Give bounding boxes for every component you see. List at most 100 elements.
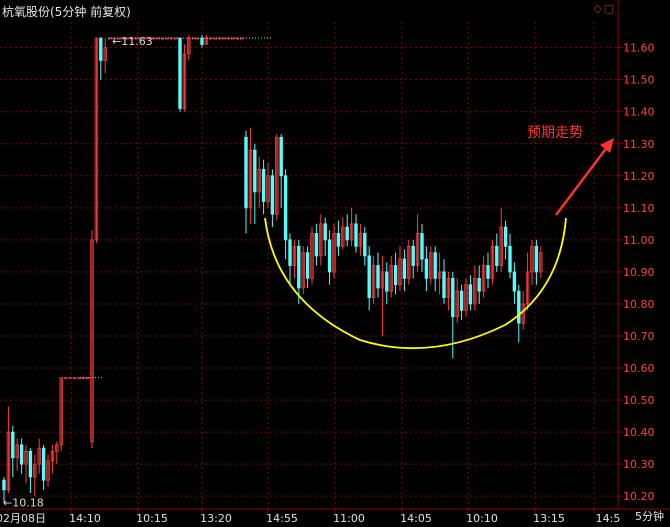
candle-body — [367, 255, 371, 298]
chart-grid — [0, 0, 670, 510]
high-price-marker: ←11.63 — [112, 35, 153, 48]
candle-body — [446, 277, 451, 298]
candle-body — [283, 175, 288, 241]
candle-body — [200, 37, 204, 45]
candle-body — [389, 265, 393, 292]
candle-body — [429, 252, 433, 279]
x-tick-label: 14:10 — [69, 512, 101, 525]
y-tick-label: 10.90 — [623, 266, 655, 279]
candle-body — [46, 460, 50, 481]
candle-body — [305, 252, 310, 279]
candle-body — [539, 252, 543, 273]
candle-body — [24, 450, 28, 465]
candle-body — [266, 175, 270, 202]
candle-body — [530, 245, 534, 273]
x-tick-label: 13:20 — [200, 512, 232, 525]
candle-body — [156, 37, 160, 40]
diamond-icon[interactable]: ◇ — [593, 2, 602, 15]
candle-body — [15, 444, 19, 459]
candle-body — [257, 168, 261, 193]
chart-overlays: ←11.63 ←10.18 预期走势 — [3, 35, 614, 510]
candle-body — [37, 447, 41, 465]
candle-body — [495, 245, 499, 266]
y-tick-label: 10.30 — [623, 458, 655, 471]
candle-body — [332, 233, 336, 273]
y-tick-label: 10.70 — [623, 330, 655, 343]
candle-body — [407, 245, 411, 279]
candle-body — [319, 223, 323, 257]
candle-body — [310, 233, 314, 279]
candle-body — [525, 271, 530, 305]
y-tick-label: 11.40 — [623, 106, 655, 119]
candle-body — [11, 431, 15, 459]
candle-body — [512, 271, 517, 292]
candle-body — [103, 47, 107, 61]
candle-body — [2, 479, 6, 491]
candle-body — [327, 239, 332, 273]
candle-body — [28, 450, 33, 478]
x-tick-label: 02月08日 — [0, 512, 46, 525]
candle-body — [94, 37, 99, 241]
candle-body — [59, 377, 63, 446]
candle-body — [477, 277, 481, 292]
y-tick-label: 10.80 — [623, 298, 655, 311]
candle-body — [437, 271, 442, 279]
candle-body — [420, 233, 424, 260]
candle-body — [261, 168, 266, 202]
candle-body — [468, 284, 473, 305]
candle-body — [222, 37, 226, 40]
candle-body — [380, 271, 385, 289]
candle-body — [363, 233, 367, 257]
candle-body — [72, 377, 77, 380]
x-tick-label: 14:5 — [596, 512, 621, 525]
candle-body — [33, 463, 37, 478]
candle-body — [292, 245, 297, 266]
candle-body — [279, 136, 283, 177]
candle-body — [358, 233, 363, 247]
square-icon[interactable]: □ — [603, 2, 614, 15]
x-tick-label: 14:55 — [266, 512, 298, 525]
candle-body — [402, 258, 407, 279]
candle-body — [77, 377, 81, 380]
candle-body — [455, 290, 459, 318]
candle-body — [6, 431, 11, 491]
candle-body — [349, 223, 354, 241]
y-tick-label: 10.60 — [623, 362, 655, 375]
y-tick-label: 10.20 — [623, 490, 655, 503]
chart-title: 杭氧股份(5分钟 前复权) — [2, 5, 131, 19]
candle-body — [371, 265, 376, 298]
y-axis: 11.60 11.50 11.40 11.30 11.20 11.10 11.00 10.90… — [618, 42, 655, 503]
candle-body — [55, 444, 59, 452]
candle-body — [125, 37, 129, 40]
candle-body — [182, 53, 187, 109]
candle-body — [411, 245, 415, 266]
candle-body — [459, 290, 464, 311]
candle-body — [314, 233, 319, 257]
candle-body — [301, 252, 305, 289]
trend-curve — [264, 217, 567, 350]
candle-body — [503, 226, 508, 247]
candle-body — [336, 233, 341, 247]
candle-body — [490, 245, 495, 279]
candle-body — [473, 277, 477, 305]
candle-body — [253, 149, 257, 193]
candle-body — [68, 377, 72, 380]
candle-body — [415, 233, 420, 266]
candle-body — [244, 136, 248, 209]
candle-body — [270, 175, 275, 215]
y-tick-label: 11.10 — [623, 202, 655, 215]
candle-body — [451, 277, 455, 318]
candle-body — [99, 37, 103, 61]
candle-body — [187, 37, 191, 55]
x-tick-label: 14:05 — [400, 512, 432, 525]
x-axis: 02月08日 14:10 10:15 13:20 14:55 11:00 14:05 10:1… — [0, 509, 620, 525]
y-tick-label: 11.60 — [623, 42, 655, 55]
low-price-marker: ←10.18 — [3, 497, 44, 510]
y-tick-label: 11.30 — [623, 138, 655, 151]
trend-arrow — [555, 145, 609, 216]
candle-body — [19, 444, 24, 465]
period-label[interactable]: 5分钟 — [635, 510, 664, 523]
candle-body — [41, 447, 46, 481]
candle-body — [442, 271, 446, 298]
